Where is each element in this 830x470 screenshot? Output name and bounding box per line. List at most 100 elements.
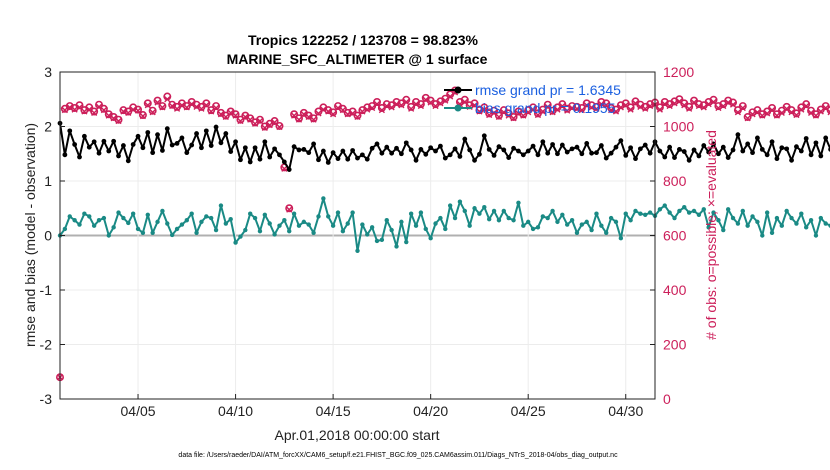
bias-point (282, 218, 287, 223)
rmse-point (262, 139, 268, 145)
bias-point (116, 210, 121, 215)
evaluated-point (705, 101, 712, 108)
rmse-point (613, 144, 619, 150)
evaluated-point (193, 103, 200, 110)
bias-point (803, 225, 809, 230)
evaluated-point (208, 108, 215, 115)
bias-point (579, 222, 585, 227)
rmse-point (164, 126, 170, 132)
bias-point (721, 227, 726, 233)
bias-point (584, 219, 589, 225)
evaluated-point (403, 98, 410, 106)
evaluated-point (198, 105, 205, 112)
y2-tick-label: 0 (663, 391, 671, 407)
rmse-point (359, 152, 365, 158)
bias-point (67, 214, 72, 219)
rmse-point (789, 157, 794, 163)
rmse-point (603, 155, 609, 161)
rmse-point (355, 155, 360, 161)
bias-point (350, 210, 355, 215)
bias-point (96, 218, 102, 223)
rmse-point (516, 148, 521, 154)
rmse-point (101, 138, 107, 144)
evaluated-point (661, 101, 668, 108)
rmse-point (691, 147, 697, 153)
bias-point (477, 211, 482, 216)
bias-point (82, 211, 87, 216)
rmse-point (740, 148, 746, 154)
rmse-point (584, 140, 590, 146)
bias-point (511, 218, 516, 223)
evaluated-point (778, 109, 785, 116)
bias-point (613, 219, 619, 225)
possible-point (75, 101, 84, 110)
bias-point (379, 237, 385, 243)
rmse-point (594, 150, 599, 156)
bias-point (365, 232, 370, 237)
possible-point (675, 95, 684, 104)
evaluated-point (349, 110, 356, 117)
bias-point (360, 222, 365, 227)
bias-point (818, 215, 824, 221)
bias-point (228, 216, 233, 222)
evaluated-point (188, 101, 195, 108)
bias-point (774, 215, 780, 221)
evaluated-point (588, 104, 595, 111)
bias-point (486, 216, 492, 222)
y2-tick-label: 1200 (663, 64, 694, 80)
y-tick-label: 2 (44, 119, 52, 135)
evaluated-point (125, 109, 132, 116)
possible-point (802, 100, 811, 109)
rmse-point (364, 156, 370, 162)
evaluated-point (305, 113, 312, 121)
bias-point (599, 223, 604, 228)
evaluated-point (656, 106, 663, 113)
possible-point (490, 106, 499, 115)
legend: rmse grand pr = 1.6345 bias grand pr = 0… (444, 82, 621, 116)
evaluated-point (217, 111, 225, 118)
evaluated-point (544, 103, 551, 110)
possible-point (655, 103, 664, 112)
y2-tick-label: 200 (663, 337, 687, 353)
evaluated-point (271, 119, 278, 126)
legend-bias-label: bias grand pr = 0.1955 (475, 100, 616, 116)
bias-point (199, 219, 204, 225)
rmse-point (296, 147, 302, 153)
y2-axis-label: # of obs: o=possible; ×=evaluated (703, 130, 719, 340)
evaluated-point (100, 107, 107, 114)
rmse-point (199, 145, 204, 151)
rmse-point (369, 145, 375, 151)
possible-point (592, 102, 601, 111)
rmse-point (335, 156, 341, 162)
rmse-point (720, 144, 726, 150)
rmse-point (535, 152, 541, 158)
bias-point (130, 211, 136, 216)
evaluated-point (432, 102, 439, 110)
rmse-point (477, 151, 482, 157)
rmse-point (467, 147, 473, 153)
rmse-point (306, 150, 312, 156)
bias-point (291, 211, 297, 216)
rmse-point (511, 145, 516, 151)
possible-point (290, 110, 299, 119)
rmse-point (491, 152, 497, 158)
bias-point (560, 212, 565, 217)
evaluated-point (242, 113, 249, 121)
possible-point (285, 204, 294, 213)
evaluated-point (247, 116, 254, 123)
bias-point (535, 225, 541, 230)
evaluated-point (320, 106, 327, 113)
bias-point (745, 223, 750, 228)
legend-rmse-label: rmse grand pr = 1.6345 (475, 82, 621, 98)
bias-point (404, 239, 409, 245)
evaluated-point (715, 104, 722, 112)
bias-point (208, 215, 214, 221)
rmse-point (252, 145, 258, 151)
rmse-point (379, 150, 385, 156)
evaluated-point (266, 122, 273, 129)
evaluated-point (622, 102, 629, 109)
bias-point (355, 248, 360, 253)
evaluated-point (251, 120, 259, 127)
bias-point (701, 207, 706, 212)
possible-point (821, 102, 830, 111)
